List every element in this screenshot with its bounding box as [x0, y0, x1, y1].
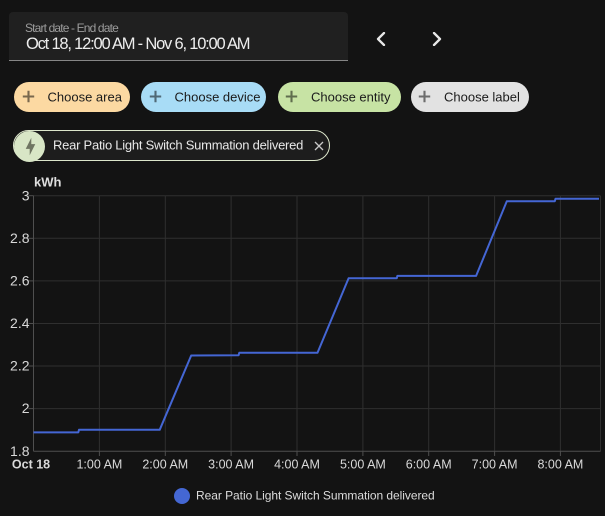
svg-text:1.8: 1.8	[10, 443, 30, 459]
svg-text:2:00 AM: 2:00 AM	[142, 458, 188, 472]
svg-text:6:00 AM: 6:00 AM	[406, 458, 452, 472]
svg-text:4:00 AM: 4:00 AM	[274, 458, 320, 472]
svg-text:1:00 AM: 1:00 AM	[76, 458, 122, 472]
svg-text:7:00 AM: 7:00 AM	[472, 458, 518, 472]
svg-text:3:00 AM: 3:00 AM	[208, 458, 254, 472]
svg-text:8:00 AM: 8:00 AM	[537, 458, 583, 472]
svg-text:2.2: 2.2	[10, 358, 30, 374]
svg-text:Oct 18: Oct 18	[12, 458, 50, 472]
svg-text:2.6: 2.6	[10, 273, 30, 289]
svg-text:5:00 AM: 5:00 AM	[340, 458, 386, 472]
svg-text:2.8: 2.8	[10, 230, 30, 246]
svg-text:2: 2	[22, 400, 30, 416]
svg-text:3: 3	[22, 187, 30, 203]
svg-text:2.4: 2.4	[10, 315, 30, 331]
svg-text:Rear Patio Light Switch Summat: Rear Patio Light Switch Summation delive…	[196, 489, 435, 503]
svg-text:kWh: kWh	[34, 175, 62, 190]
